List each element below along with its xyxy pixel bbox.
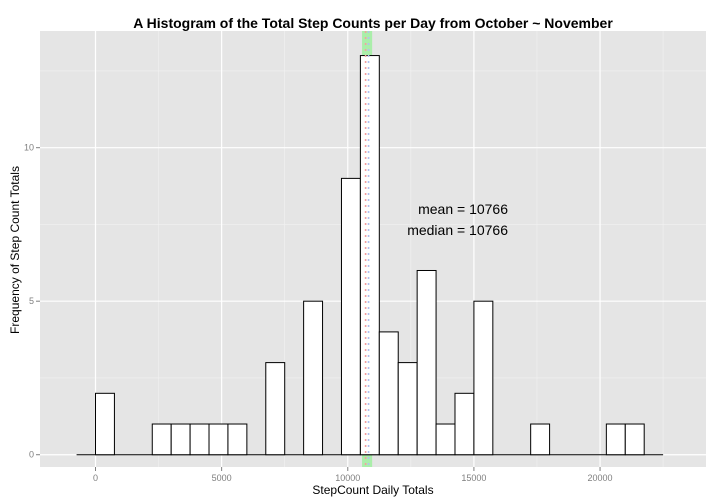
histogram-bar [265, 362, 286, 456]
histogram-bar [435, 423, 456, 456]
histogram-bar [170, 423, 191, 456]
y-axis-ticks: 0 5 10 [24, 143, 40, 460]
y-tick-label: 10 [24, 143, 34, 153]
histogram-bar [416, 269, 437, 456]
x-tick-label: 10000 [335, 473, 360, 483]
x-tick-label: 0 [93, 473, 98, 483]
x-axis-title: StepCount Daily Totals [312, 483, 433, 497]
histogram-bar [473, 300, 494, 456]
histogram-bar [151, 423, 172, 456]
x-tick-label: 5000 [212, 473, 232, 483]
histogram-bars [76, 55, 664, 456]
histogram-bar [208, 423, 229, 456]
histogram-bar [303, 300, 324, 456]
y-axis-title: Frequency of Step Count Totals [8, 166, 22, 334]
histogram-bar [624, 423, 645, 456]
x-tick-label: 20000 [588, 473, 613, 483]
histogram-bar [378, 331, 399, 456]
x-tick-label: 15000 [461, 473, 486, 483]
y-tick-label: 0 [29, 450, 34, 460]
x-axis-ticks: 0 5000 10000 15000 20000 [93, 467, 613, 483]
histogram-bar [397, 362, 418, 456]
annotations: mean = 10766 median = 10766 [407, 201, 508, 238]
histogram-bar [340, 177, 361, 456]
mean-median-lines [364, 31, 370, 467]
histogram-bar [359, 55, 380, 456]
histogram-bar [454, 392, 475, 456]
histogram-bar [95, 392, 115, 456]
histogram-bar [605, 423, 626, 456]
median-annotation: median = 10766 [407, 222, 508, 238]
histogram-bar [227, 423, 248, 456]
chart-title: A Histogram of the Total Step Counts per… [133, 15, 613, 31]
histogram-bar [530, 423, 551, 456]
y-tick-label: 5 [29, 296, 34, 306]
histogram-bar [189, 423, 210, 456]
mean-annotation: mean = 10766 [418, 201, 508, 217]
